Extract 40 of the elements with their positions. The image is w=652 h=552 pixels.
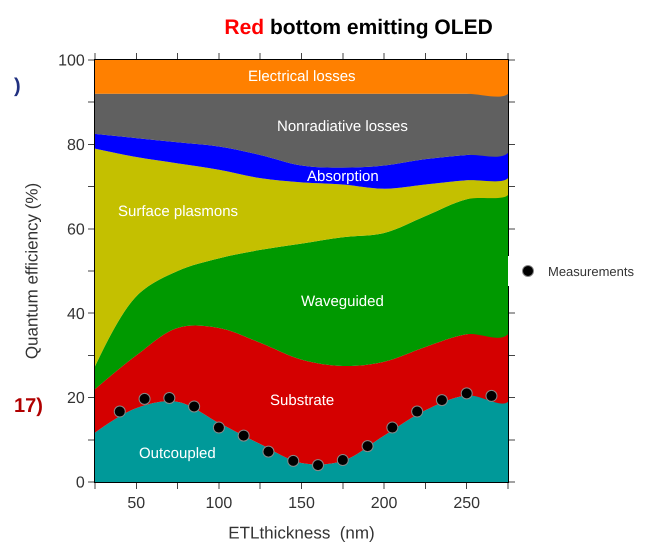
series-label: Outcoupled xyxy=(139,445,216,462)
y-tick-label: 80 xyxy=(67,137,85,154)
x-tick-label: 250 xyxy=(453,495,480,512)
text: ) xyxy=(14,75,21,97)
point xyxy=(312,459,324,472)
point xyxy=(212,422,225,434)
point xyxy=(362,440,374,452)
x-tick-label: 100 xyxy=(206,495,232,512)
point xyxy=(163,392,176,404)
point xyxy=(485,390,498,402)
text: 17) xyxy=(14,395,43,417)
point xyxy=(262,446,274,458)
x-axis-title: ETLthickness (nm) xyxy=(228,524,375,543)
series-label: Absorption xyxy=(307,168,379,185)
x-tick-label: 200 xyxy=(370,495,398,512)
y-tick-label: 60 xyxy=(67,221,85,238)
point xyxy=(287,454,300,467)
point xyxy=(436,394,448,406)
series-label: Waveguided xyxy=(301,293,384,310)
y-axis-title: Quantum efficiency (%) xyxy=(22,182,42,360)
chart-title: Red bottom emitting OLED xyxy=(224,16,493,40)
series-label: Nonradiative losses xyxy=(277,118,408,135)
point xyxy=(238,430,250,442)
x-tick-label: 50 xyxy=(127,495,146,512)
y-tick-label: 40 xyxy=(67,306,85,323)
point xyxy=(138,392,151,405)
y-tick-label: 0 xyxy=(76,474,85,492)
x-tick-label: 150 xyxy=(288,495,315,512)
y-tick-label: 20 xyxy=(67,390,85,408)
point xyxy=(114,406,126,418)
y-tick-label: 100 xyxy=(58,52,85,70)
point xyxy=(460,387,473,400)
point xyxy=(188,400,200,412)
legend-label: Measurements xyxy=(548,264,634,280)
point xyxy=(336,454,349,466)
series-label: Substrate xyxy=(270,392,334,409)
series-label: Electrical losses xyxy=(248,68,356,85)
point xyxy=(386,422,398,434)
series-label: Surface plasmons xyxy=(118,203,238,220)
point xyxy=(411,406,424,418)
